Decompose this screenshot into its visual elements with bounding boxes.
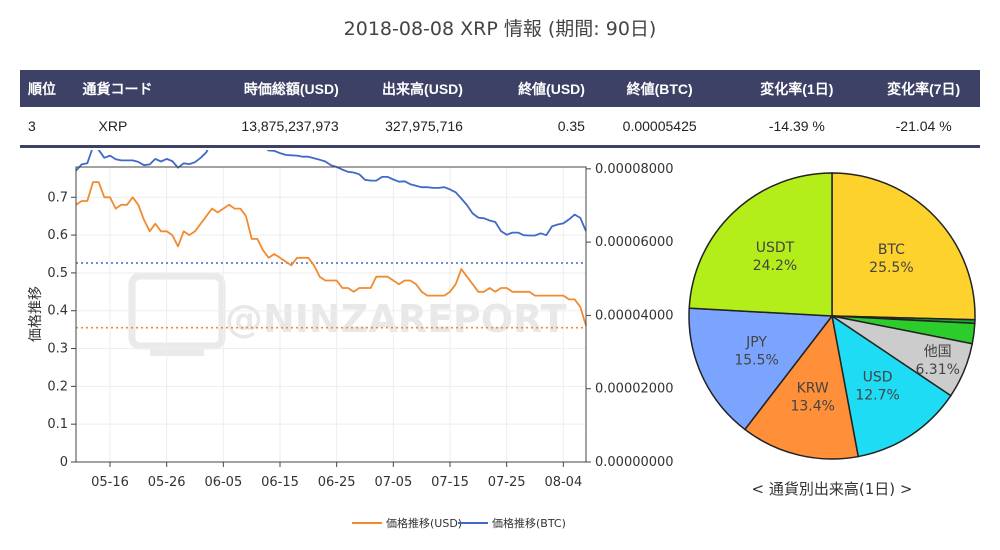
- pie-slice-percent: 13.4%: [790, 399, 834, 415]
- table-header-symbol: 通貨コード: [74, 70, 194, 107]
- pie-slice-label: BTC: [878, 242, 905, 258]
- y-left-tick-label: 0.7: [47, 190, 68, 205]
- table-header-volume: 出来高(USD): [346, 70, 471, 107]
- x-tick-label: 05-26: [148, 475, 186, 490]
- pie-slice-label: JPY: [745, 335, 767, 351]
- reference-lines: [76, 262, 586, 329]
- x-tick-label: 08-04: [544, 475, 582, 490]
- y-right-tick-label: 0.00008000: [595, 162, 674, 177]
- series-line-usd: [75, 181, 587, 327]
- y-right-tick-label: 0.00004000: [595, 308, 674, 323]
- table-header-row: 順位 通貨コード 時価総額(USD) 出来高(USD) 終値(USD) 終値(B…: [20, 70, 980, 107]
- y-right-tick-label: 0.00006000: [595, 235, 674, 250]
- chart-legend: 価格推移(USD) 価格推移(BTC): [352, 516, 566, 530]
- pie-labels: BTC 25.5% 他国 6.31% USD 12.7% KRW 13.4% JPY 15.5% U…: [734, 240, 960, 415]
- price-line-chart: @NINZAREPORT 0 0.1 0.2 0.3 0.4 0.5 0.6 0.7 0.000…: [28, 150, 674, 530]
- pie-slice-label: USD: [863, 369, 893, 385]
- pie-slice-label: KRW: [797, 381, 829, 397]
- x-tick-label: 07-15: [431, 475, 469, 490]
- x-tick-label: 06-05: [204, 475, 242, 490]
- table-cell-rank: 3: [20, 107, 75, 148]
- x-tick-label: 05-16: [91, 475, 129, 490]
- table-cell-close-btc: 0.00005425: [592, 107, 727, 148]
- volume-pie-chart: BTC 25.5% 他国 6.31% USD 12.7% KRW 13.4% JPY 15.5% U…: [688, 172, 976, 498]
- y-left-tick-label: 0.4: [47, 304, 68, 319]
- pie-slice-percent: 6.31%: [915, 362, 959, 378]
- table-cell-change-7d: -21.04 %: [867, 107, 980, 148]
- pie-slice-percent: 12.7%: [855, 387, 899, 403]
- pie-slice-label: USDT: [756, 240, 795, 256]
- y-left-tick-label: 0.5: [47, 266, 68, 281]
- series-lines: [75, 150, 587, 327]
- y-left-tick-label: 0: [60, 455, 68, 470]
- pie-title: < 通貨別出来高(1日) >: [752, 480, 913, 498]
- pie-slices: [688, 172, 976, 460]
- table-header-rank: 順位: [20, 70, 75, 107]
- pie-slice: [830, 314, 952, 458]
- y-right-tick-label: 0.00002000: [595, 382, 674, 397]
- watermark-stand-icon: [150, 346, 204, 356]
- table-cell-close-usd: 0.35: [470, 107, 593, 148]
- table-row: 3 XRP 13,875,237,973 327,975,716 0.35 0.…: [20, 107, 980, 148]
- table-header-change-1d: 変化率(1日): [726, 70, 868, 107]
- table-header-close-usd: 終値(USD): [470, 70, 593, 107]
- table-cell-symbol: XRP: [74, 107, 194, 148]
- table-cell-market-cap: 13,875,237,973: [193, 107, 347, 148]
- y-left-tick-label: 0.3: [47, 342, 68, 357]
- watermark-text: @NINZAREPORT: [225, 297, 567, 341]
- x-tick-label: 06-25: [318, 475, 356, 490]
- plot-frame: [75, 166, 587, 463]
- page-title: 2018-08-08 XRP 情報 (期間: 90日): [343, 18, 657, 40]
- y-left-tick-label: 0.2: [47, 379, 68, 394]
- pie-slice: [743, 314, 860, 460]
- table-header-market-cap: 時価総額(USD): [193, 70, 347, 107]
- x-tick-label: 07-05: [374, 475, 412, 490]
- table-cell-volume: 327,975,716: [346, 107, 471, 148]
- table-header-change-7d: 変化率(7日): [867, 70, 980, 107]
- pie-slice-percent: 25.5%: [869, 260, 913, 276]
- y-axis-label: 価格推移: [28, 286, 44, 342]
- pie-slice: [831, 172, 976, 321]
- legend-label: 価格推移(USD): [386, 516, 462, 530]
- watermark: @NINZAREPORT: [128, 272, 567, 356]
- x-tick-label: 06-15: [261, 475, 299, 490]
- y-right-tick-label: 0.00000000: [595, 455, 674, 470]
- x-tick-label: 07-25: [488, 475, 526, 490]
- pie-slice: [688, 307, 834, 431]
- pie-slice: [688, 172, 833, 317]
- table-header-close-btc: 終値(BTC): [592, 70, 727, 107]
- chart-axes: 0 0.1 0.2 0.3 0.4 0.5 0.6 0.7 0.00000000 0.000020…: [47, 162, 673, 490]
- legend-label: 価格推移(BTC): [492, 516, 566, 530]
- coin-info-table: 順位 通貨コード 時価総額(USD) 出来高(USD) 終値(USD) 終値(B…: [20, 70, 980, 148]
- pie-slice-percent: 15.5%: [734, 353, 778, 369]
- table-cell-change-1d: -14.39 %: [726, 107, 868, 148]
- y-left-tick-label: 0.1: [47, 417, 68, 432]
- series-line-btc: [75, 150, 587, 237]
- y-left-tick-label: 0.6: [47, 228, 68, 243]
- pie-slice-label: 他国: [924, 344, 952, 360]
- pie-slice-percent: 24.2%: [753, 258, 797, 274]
